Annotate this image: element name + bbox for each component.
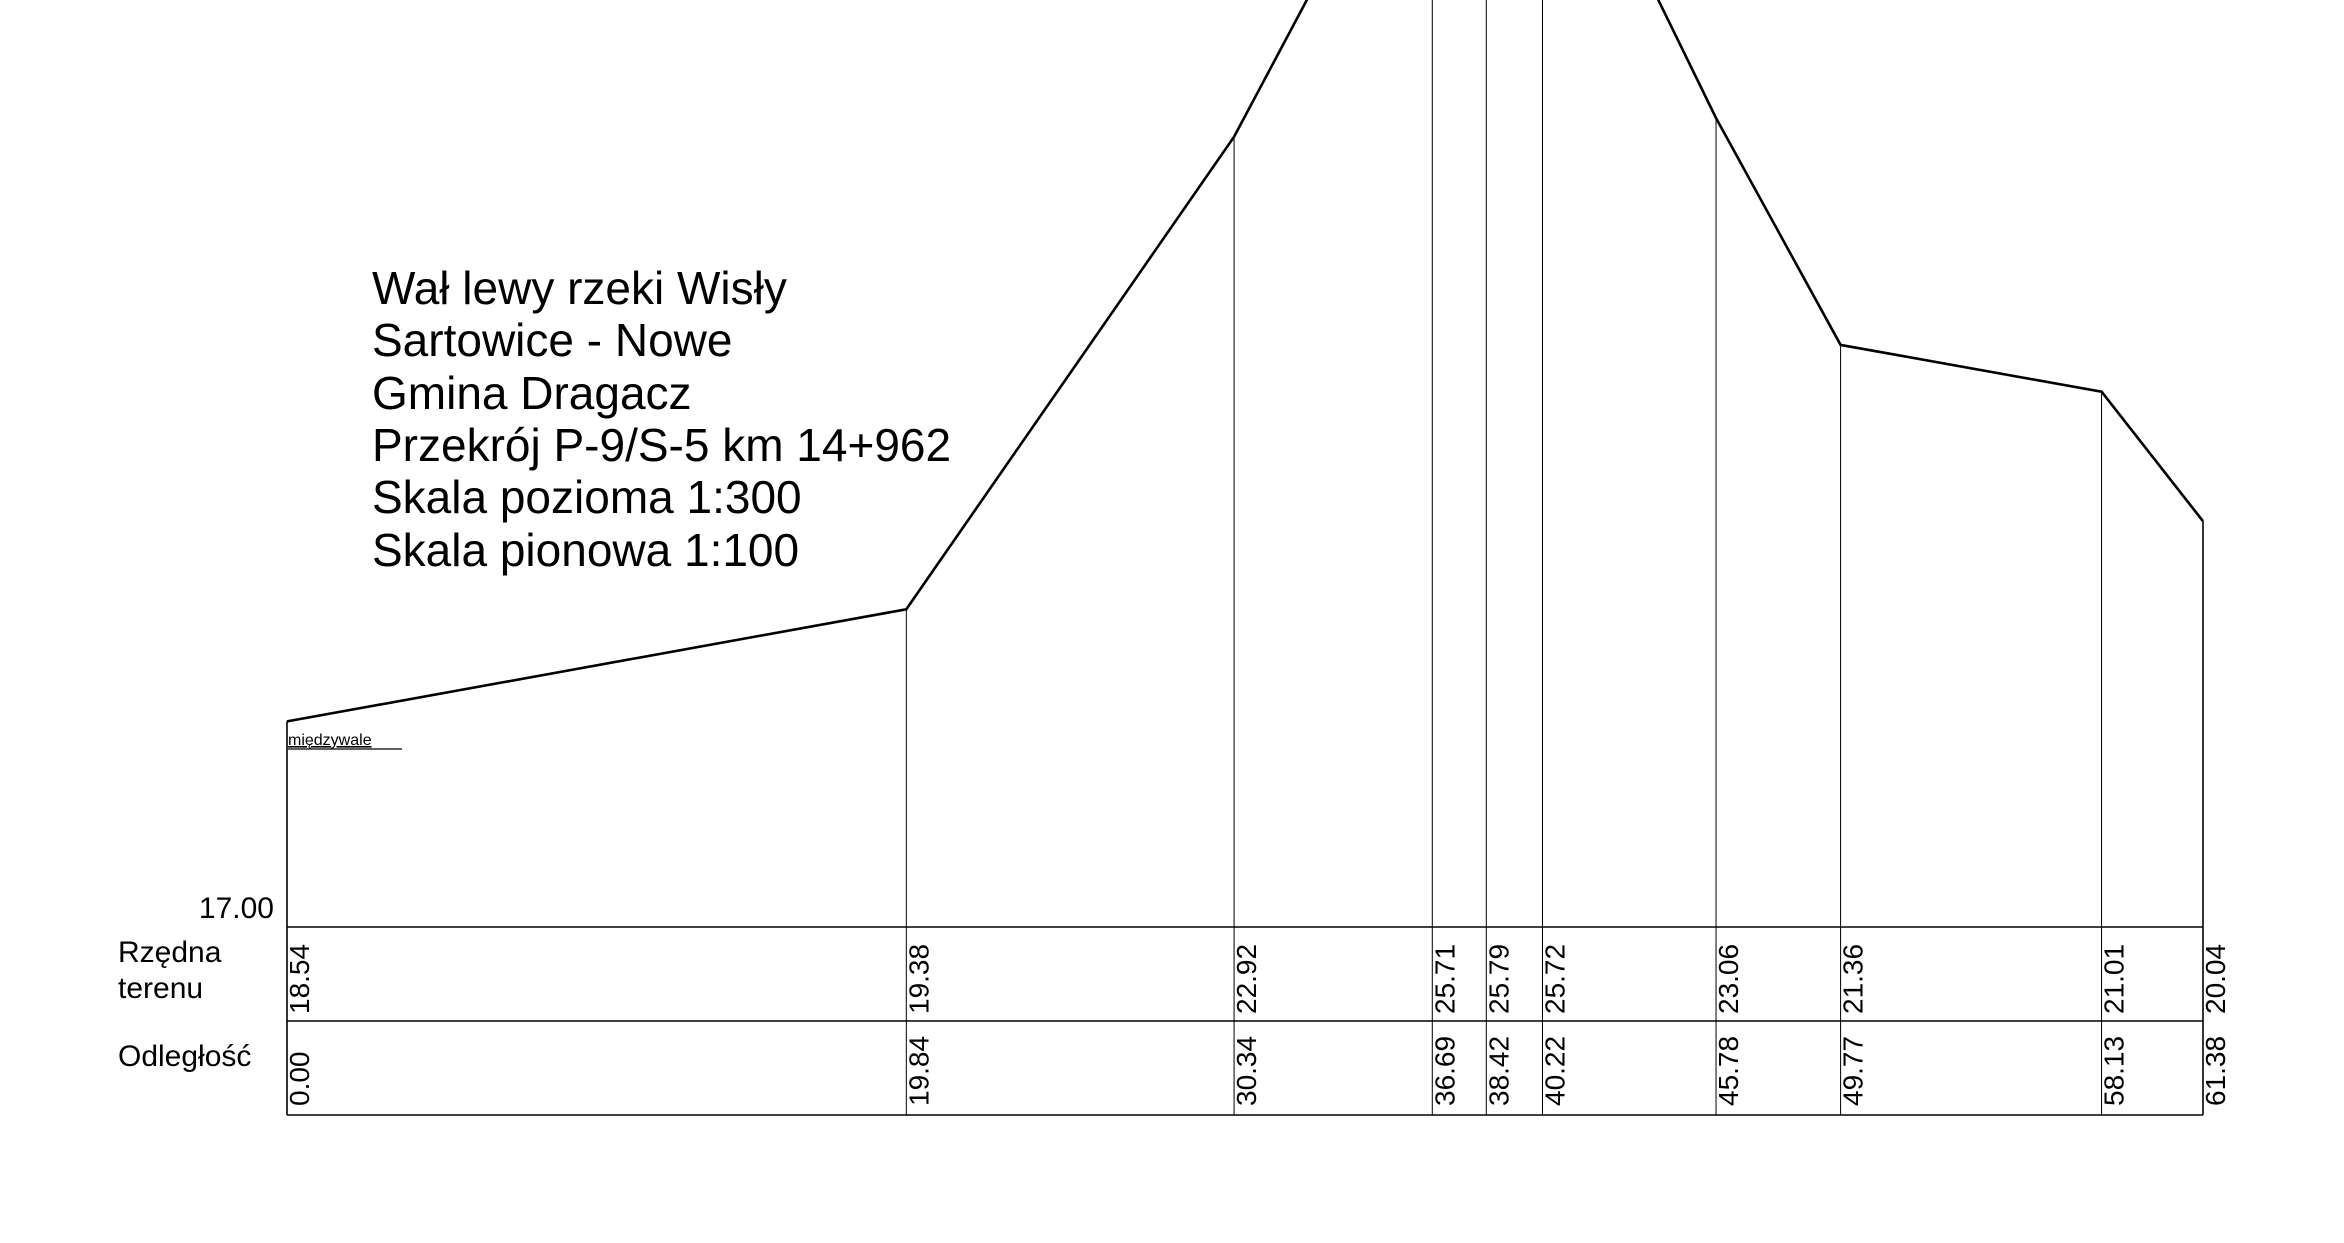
annotation-label: międzywale (288, 732, 372, 749)
title-line-6: Skala pionowa 1:100 (372, 524, 799, 576)
distance-value-2: 30.34 (1231, 1036, 1262, 1106)
distance-value-7: 49.77 (1838, 1036, 1869, 1106)
distance-values: 0.00 19.84 30.34 36.69 38.42 40.22 45.78 49.77 5… (284, 1036, 2231, 1106)
title-line-3: Gmina Dragacz (372, 367, 692, 419)
title-line-2: Sartowice - Nowe (372, 314, 732, 366)
elevation-value-1: 19.38 (903, 944, 934, 1014)
elevation-value-2: 22.92 (1231, 944, 1262, 1014)
elevation-value-7: 21.36 (1838, 944, 1869, 1014)
elevation-value-8: 21.01 (2099, 944, 2130, 1014)
table-frame (287, 926, 2203, 1116)
title-line-1: Wał lewy rzeki Wisły (372, 262, 787, 314)
distance-value-5: 40.22 (1540, 1036, 1571, 1106)
elevation-row-label-2: terenu (118, 972, 203, 1005)
distance-value-0: 0.00 (284, 1052, 315, 1107)
title-block: Wał lewy rzeki Wisły Sartowice - Nowe Gm… (372, 262, 951, 576)
station-verticals (286, 0, 2204, 1115)
elevation-row-label-1: Rzędna (118, 936, 222, 969)
distance-value-3: 36.69 (1429, 1036, 1460, 1106)
datum-label: 17.00 (199, 892, 274, 925)
elevation-value-0: 18.54 (284, 944, 315, 1014)
profile-line (286, 0, 2205, 723)
elevation-value-4: 25.79 (1483, 944, 1514, 1014)
elevation-value-6: 23.06 (1713, 944, 1744, 1014)
elevation-value-5: 25.72 (1540, 944, 1571, 1014)
distance-value-4: 38.42 (1483, 1036, 1514, 1106)
elevation-values: 18.54 19.38 22.92 25.71 25.79 25.72 23.06 21.36… (284, 944, 2231, 1014)
distance-value-9: 61.38 (2200, 1036, 2231, 1106)
elevation-value-3: 25.71 (1429, 944, 1460, 1014)
distance-value-8: 58.13 (2099, 1036, 2130, 1106)
elevation-value-9: 20.04 (2200, 944, 2231, 1014)
title-line-5: Skala pozioma 1:300 (372, 471, 802, 523)
distance-row-label: Odległość (118, 1040, 251, 1073)
title-line-4: Przekrój P-9/S-5 km 14+962 (372, 419, 951, 471)
terrain-profile (286, 0, 2205, 723)
distance-value-6: 45.78 (1713, 1036, 1744, 1106)
distance-value-1: 19.84 (903, 1036, 934, 1106)
